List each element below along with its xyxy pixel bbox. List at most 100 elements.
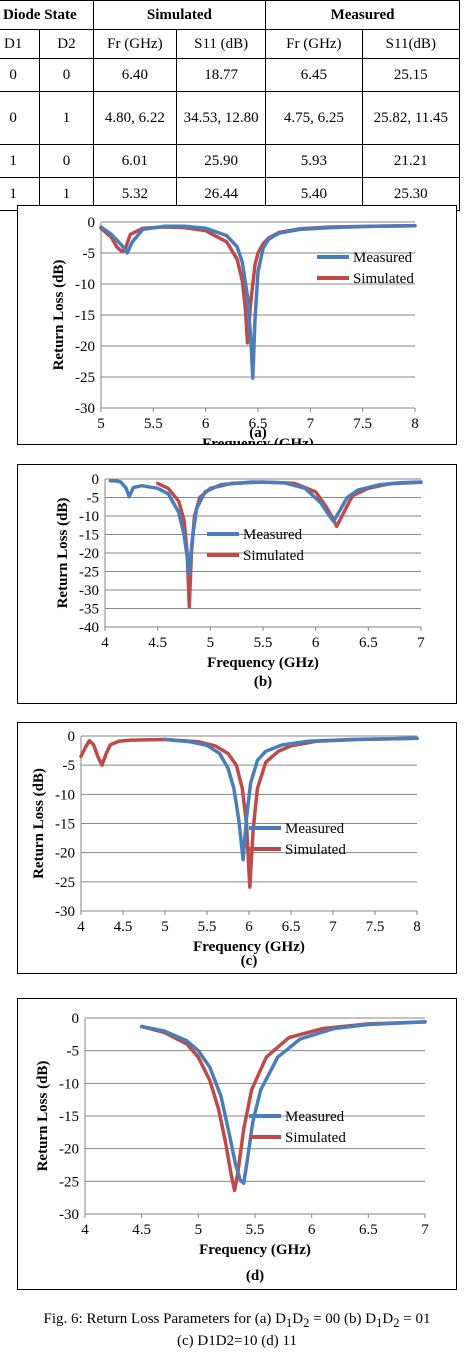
y-tick-label: -10 <box>55 787 75 803</box>
panel-label: (d) <box>246 1268 264 1284</box>
x-tick-label: 5 <box>161 919 169 935</box>
subheader-d2: D2 <box>39 29 94 59</box>
table-cell: 21.21 <box>361 144 461 178</box>
x-tick-label: 5 <box>207 635 215 651</box>
series-line-measured <box>163 736 419 862</box>
panel-label: (b) <box>254 674 272 690</box>
table-cell: 25.82, 11.45 <box>361 91 461 145</box>
x-tick-label: 6.5 <box>359 1222 378 1238</box>
table-cell: 1 <box>39 91 94 145</box>
y-tick-label: -20 <box>79 546 99 562</box>
subheader-sim-fr: Fr (GHz) <box>92 29 178 59</box>
table-cell: 18.77 <box>176 58 267 92</box>
x-tick-label: 5.5 <box>144 416 163 432</box>
y-tick-label: -25 <box>75 370 95 386</box>
diode-state-table: Diode State Simulated Measured D1 D2 Fr … <box>0 0 461 211</box>
chart-frame <box>17 464 457 704</box>
series-line-measured <box>99 223 417 380</box>
table-cell: 0 <box>0 91 41 145</box>
table-cell: 6.45 <box>265 58 363 92</box>
table-cell: 1 <box>0 144 41 178</box>
table-cell: 4.80, 6.22 <box>92 91 178 145</box>
return-loss-chart-b: 0 -5 -10 -15 -20 -25 -30 -35 -404 4.5 5 5.5 6 6.5 7 Mea… <box>17 464 457 704</box>
y-tick-label: -35 <box>79 602 99 618</box>
subheader-meas-s11: S11(dB) <box>361 29 461 59</box>
header-simulated: Simulated <box>92 0 267 30</box>
caption-line-1: Fig. 6: Return Loss Parameters for (a) D… <box>43 1311 431 1330</box>
y-tick-label: -5 <box>83 246 96 262</box>
table-cell: 6.01 <box>92 144 178 178</box>
y-tick-label: -5 <box>87 491 100 507</box>
y-tick-label: -10 <box>79 509 99 525</box>
legend-label-simulated: Simulated <box>243 548 304 564</box>
table-cell: 0 <box>39 58 94 92</box>
legend-label-simulated: Simulated <box>285 1130 346 1146</box>
legend-label-simulated: Simulated <box>285 842 346 858</box>
x-tick-label: 4.5 <box>148 635 167 651</box>
x-tick-label: 7.5 <box>353 416 372 432</box>
y-axis-title: Return Loss (dB) <box>31 768 47 879</box>
x-tick-label: 4 <box>77 919 85 935</box>
x-axis-title: Frequency (GHz) <box>207 655 319 671</box>
legend-label-measured: Measured <box>243 527 303 543</box>
y-tick-label: -15 <box>75 308 95 324</box>
x-tick-label: 5.5 <box>254 635 273 651</box>
y-tick-label: -15 <box>59 1109 79 1125</box>
subheader-meas-fr: Fr (GHz) <box>265 29 363 59</box>
y-tick-label: -25 <box>59 1174 79 1190</box>
y-tick-label: -5 <box>67 1044 80 1060</box>
x-tick-label: 4 <box>81 1222 89 1238</box>
x-tick-label: 6 <box>308 1222 316 1238</box>
x-tick-label: 7 <box>329 919 337 935</box>
x-tick-label: 6.5 <box>282 919 301 935</box>
y-axis-title: Return Loss (dB) <box>35 1061 51 1172</box>
x-tick-label: 4.5 <box>132 1222 151 1238</box>
x-axis-title: Frequency (GHz) <box>199 1242 311 1258</box>
y-tick-label: -25 <box>55 875 75 891</box>
table-cell: 25.15 <box>361 58 461 92</box>
panel-label: (c) <box>241 953 258 969</box>
x-tick-label: 5 <box>97 416 105 432</box>
x-tick-label: 6 <box>202 416 210 432</box>
legend-label-simulated: Simulated <box>353 271 414 287</box>
y-tick-label: -20 <box>59 1142 79 1158</box>
table-cell: 5.93 <box>265 144 363 178</box>
x-axis-title: Frequency (GHz) <box>202 436 314 445</box>
chart-frame <box>17 722 457 974</box>
legend-label-measured: Measured <box>285 821 345 837</box>
y-tick-label: -25 <box>79 565 99 581</box>
x-tick-label: 6.5 <box>249 416 268 432</box>
table-cell: 4.75, 6.25 <box>265 91 363 145</box>
y-tick-label: -30 <box>75 401 95 417</box>
y-tick-label: 0 <box>92 472 100 488</box>
x-tick-label: 8 <box>411 416 419 432</box>
panel-label: (a) <box>249 425 267 441</box>
y-tick-label: -30 <box>55 904 75 920</box>
table-row: 0 1 4.80, 6.22 34.53, 12.80 4.75, 6.25 2… <box>0 91 461 145</box>
y-tick-label: -30 <box>79 583 99 599</box>
series-line-simulated <box>79 736 419 889</box>
table-cell: 0 <box>0 58 41 92</box>
x-tick-label: 6 <box>312 635 320 651</box>
y-tick-label: -10 <box>75 277 95 293</box>
x-tick-label: 5.5 <box>198 919 217 935</box>
figure-caption: Fig. 6: Return Loss Parameters for (a) D… <box>0 1310 474 1350</box>
y-tick-label: 0 <box>72 1011 80 1027</box>
y-tick-label: -40 <box>79 620 99 636</box>
y-axis-title: Return Loss (dB) <box>51 260 67 371</box>
y-tick-label: 0 <box>88 215 96 231</box>
y-tick-label: 0 <box>68 729 76 745</box>
series-line-measured <box>139 1020 427 1186</box>
series-line-simulated <box>139 1020 427 1193</box>
x-tick-label: 7 <box>417 635 425 651</box>
y-tick-label: -20 <box>55 846 75 862</box>
x-tick-label: 4 <box>101 635 109 651</box>
header-measured: Measured <box>265 0 460 30</box>
x-tick-label: 5 <box>195 1222 203 1238</box>
chart-frame <box>17 998 457 1290</box>
x-tick-label: 6 <box>245 919 253 935</box>
x-tick-label: 5.5 <box>246 1222 265 1238</box>
caption-line-2: (c) D1D2=10 (d) 11 <box>177 1333 297 1349</box>
header-diode-state: Diode State <box>0 0 94 30</box>
table-row: 0 0 6.40 18.77 6.45 25.15 <box>0 58 461 92</box>
